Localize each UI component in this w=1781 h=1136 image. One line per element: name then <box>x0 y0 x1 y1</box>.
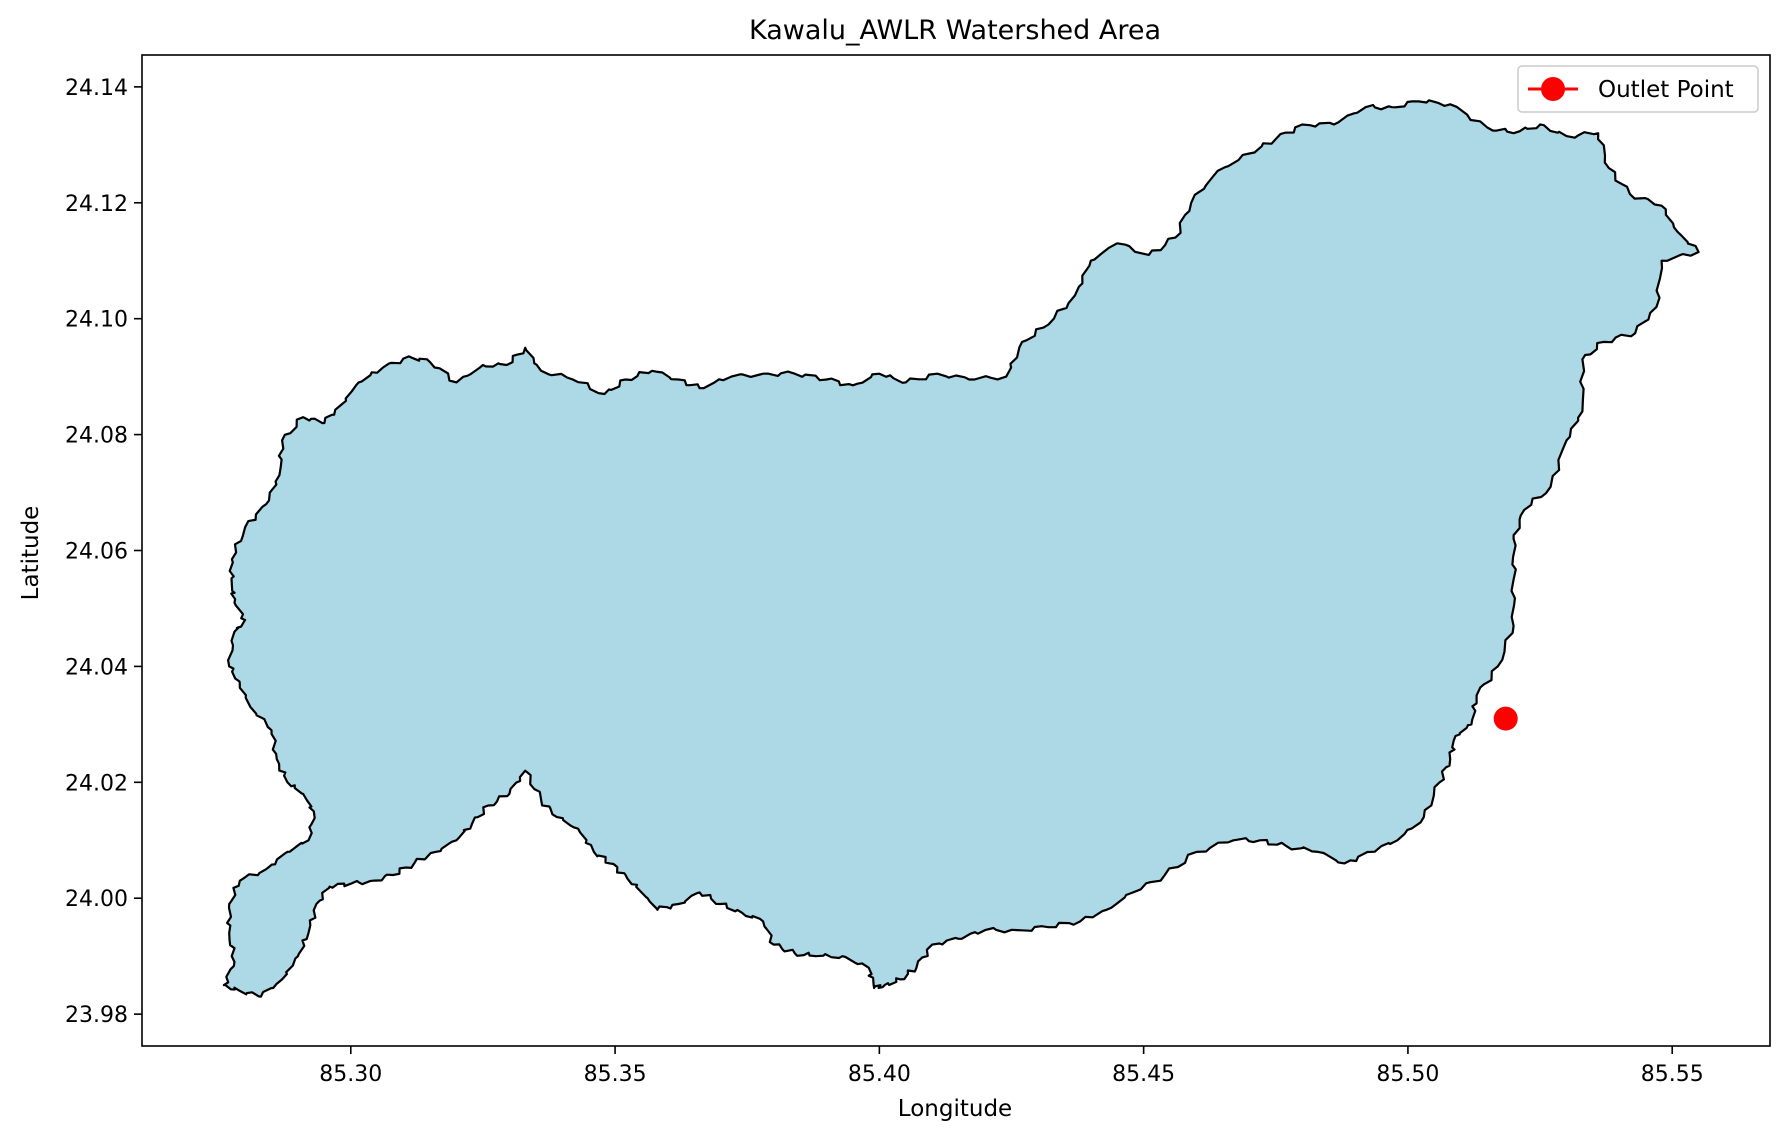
y-tick-label: 23.98 <box>65 1003 128 1028</box>
x-axis-label: Longitude <box>898 1096 1012 1122</box>
y-tick-label: 24.06 <box>65 540 128 565</box>
plot-area <box>141 54 1771 1047</box>
y-tick-label: 24.02 <box>65 771 128 796</box>
x-tick-label: 85.50 <box>1376 1062 1439 1087</box>
x-tick-label: 85.30 <box>319 1062 382 1087</box>
legend-label: Outlet Point <box>1598 77 1734 103</box>
y-tick-label: 24.04 <box>65 655 128 680</box>
legend-box <box>1517 65 1759 113</box>
y-tick-label: 24.10 <box>65 308 128 333</box>
x-axis-ticks: 85.30 85.35 85.40 85.45 85.50 85.55 <box>319 1046 1704 1087</box>
legend: Outlet Point <box>1517 65 1759 113</box>
outlet-point-marker <box>1493 706 1518 731</box>
x-tick-label: 85.35 <box>584 1062 647 1087</box>
y-tick-label: 24.12 <box>65 192 128 217</box>
chart-title: Kawalu_AWLR Watershed Area <box>749 15 1161 46</box>
x-tick-label: 85.45 <box>1112 1062 1175 1087</box>
y-tick-label: 24.14 <box>65 76 128 101</box>
x-tick-label: 85.40 <box>848 1062 911 1087</box>
legend-marker <box>1541 77 1565 101</box>
x-tick-label: 85.55 <box>1641 1062 1704 1087</box>
y-axis-ticks: 23.98 24.00 24.02 24.04 24.06 24.08 24.10 24.12… <box>65 76 142 1028</box>
y-tick-label: 24.00 <box>65 887 128 912</box>
watershed-polygon <box>222 99 1700 998</box>
y-tick-label: 24.08 <box>65 424 128 449</box>
y-axis-label: Latitude <box>18 506 44 601</box>
